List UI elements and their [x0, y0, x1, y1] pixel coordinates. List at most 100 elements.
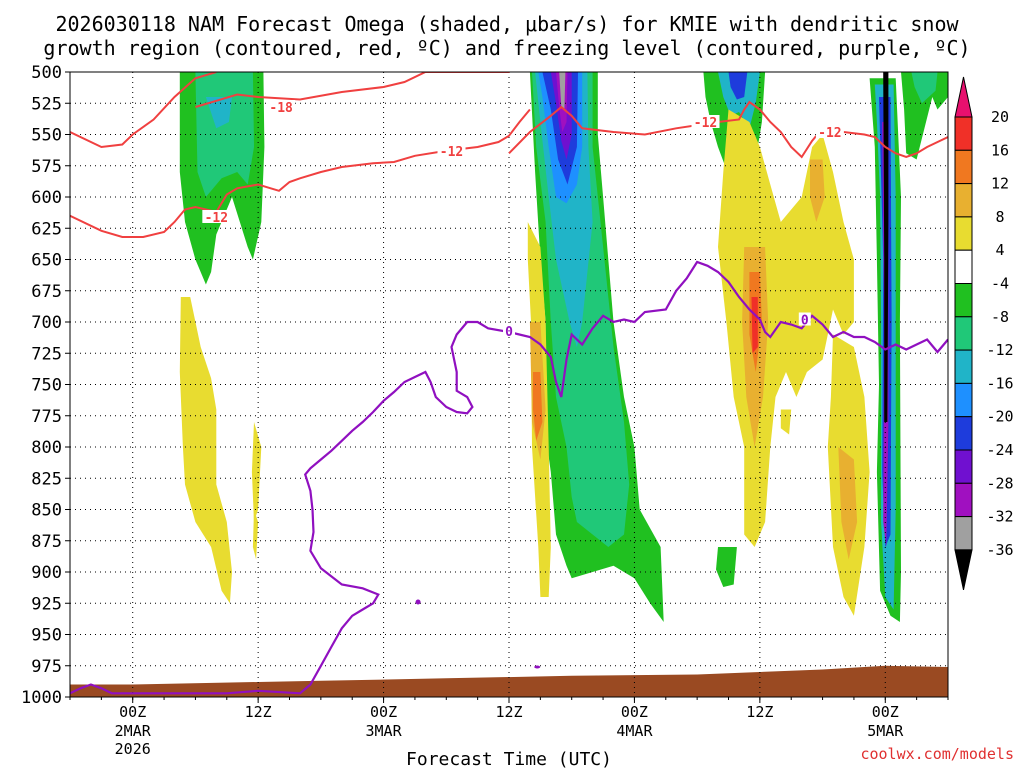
colorbar-segment-3 — [954, 183, 973, 218]
contour-label-bg-5 — [503, 323, 515, 337]
y-tick-label-1: 525 — [31, 94, 62, 114]
omega-region-22 — [179, 297, 232, 604]
dgz-contour-upper — [195, 72, 511, 108]
contour-label-4: -12 — [818, 126, 841, 141]
y-axis: 500 525 550 575 600 625 650 675 700 725 750 775 800 8… — [21, 63, 70, 708]
colorbar-label-0: 20 — [991, 108, 1009, 126]
omega-region-24 — [252, 509, 259, 560]
contour-label-bg-0 — [267, 100, 296, 113]
y-tick-label-7: 675 — [31, 282, 62, 302]
x-tick-label-6: 00Z — [872, 703, 899, 721]
colorbar-segment-11 — [954, 449, 973, 484]
contour-label-bg-3 — [691, 115, 720, 128]
y-tick-label-4: 600 — [31, 188, 62, 208]
y-tick-label-20: 1000 — [21, 688, 62, 708]
x-tick-label-3: 12Z — [495, 703, 522, 721]
y-tick-label-17: 925 — [31, 594, 62, 614]
y-tick-label-0: 500 — [31, 63, 62, 83]
colorbar-under-triangle — [954, 549, 973, 591]
colorbar-label-10: -24 — [986, 441, 1013, 459]
y-tick-label-11: 775 — [31, 407, 62, 427]
colorbar-segment-13 — [954, 516, 973, 551]
dgz-contour-top — [70, 72, 217, 149]
omega-region-27 — [533, 372, 543, 441]
colorbar-label-1: 16 — [991, 141, 1009, 159]
contour-label-1: -12 — [440, 145, 463, 160]
omega-shading — [179, 72, 948, 623]
contour-label-bg-4 — [815, 125, 844, 138]
contour-label-3: -12 — [694, 116, 717, 131]
contour-label-bg-6 — [798, 312, 811, 326]
colorbar-segment-10 — [954, 416, 973, 451]
colorbar-segment-4 — [954, 216, 973, 251]
freezing-dot-2 — [534, 665, 541, 669]
colorbar-segment-1 — [954, 116, 973, 151]
grid — [70, 72, 948, 697]
y-tick-label-10: 750 — [31, 376, 62, 396]
colorbar-segment-12 — [954, 482, 973, 518]
colorbar-label-11: -28 — [986, 474, 1013, 492]
x-tick-date-4: 4MAR — [616, 722, 653, 740]
colorbar-label-6: -8 — [991, 308, 1009, 326]
y-tick-label-18: 950 — [31, 626, 62, 646]
colorbar-segment-7 — [954, 316, 973, 351]
colorbar-label-12: -32 — [986, 508, 1013, 526]
omega-region-31 — [751, 297, 758, 354]
contour-label-bg-1 — [437, 143, 466, 157]
y-tick-label-3: 575 — [31, 157, 62, 177]
y-tick-label-6: 650 — [31, 251, 62, 271]
colorbar-segment-9 — [954, 382, 973, 418]
x-tick-label-5: 12Z — [746, 703, 773, 721]
omega-region-10 — [559, 72, 566, 110]
omega-region-34 — [810, 159, 825, 222]
omega-region-13 — [718, 72, 760, 129]
freezing-level-contour — [70, 260, 948, 695]
y-tick-label-13: 825 — [31, 469, 62, 489]
colorbar-segment-6 — [954, 283, 973, 318]
colorbar-label-5: -4 — [991, 275, 1009, 293]
omega-region-2 — [205, 97, 232, 129]
x-tick-label-0: 00Z — [119, 703, 146, 721]
omega-region-15 — [901, 72, 948, 160]
contour-label-6: 0 — [801, 314, 809, 329]
colorbar: 20 16 12 8 4 -4 -8 -12 -16 -20 -24 -28 -32 -36 — [954, 76, 1014, 591]
credit-text: coolwx.com/models — [860, 745, 1014, 763]
dgz-contour-lower — [70, 108, 531, 238]
omega-region-21 — [883, 72, 889, 422]
colorbar-segment-8 — [954, 349, 973, 384]
omega-region-23 — [251, 422, 262, 522]
contour-labels: -18 -12 -12 -12 -12 0 0 — [202, 100, 844, 340]
y-tick-label-19: 975 — [31, 657, 62, 677]
dgz-contour-upper-b — [508, 100, 948, 159]
y-tick-label-15: 875 — [31, 532, 62, 552]
y-tick-label-12: 800 — [31, 438, 62, 458]
colorbar-label-7: -12 — [986, 341, 1013, 359]
y-tick-label-14: 850 — [31, 501, 62, 521]
x-tick-year-0: 2026 — [115, 740, 151, 758]
y-tick-label-5: 625 — [31, 219, 62, 239]
colorbar-label-13: -36 — [986, 541, 1013, 559]
chart-title-line1: 2026030118 NAM Forecast Omega (shaded, μ… — [55, 12, 959, 36]
x-tick-date-0: 2MAR — [115, 722, 152, 740]
contour-label-2: -12 — [205, 211, 228, 226]
y-tick-label-2: 550 — [31, 126, 62, 146]
colorbar-label-4: 4 — [995, 241, 1004, 259]
colorbar-segment-5 — [954, 249, 973, 284]
x-tick-label-2: 00Z — [370, 703, 397, 721]
x-tick-label-1: 12Z — [245, 703, 272, 721]
x-tick-date-6: 5MAR — [867, 722, 904, 740]
colorbar-label-2: 12 — [991, 175, 1009, 193]
y-tick-label-9: 725 — [31, 344, 62, 364]
omega-region-14 — [728, 72, 748, 100]
contour-label-0: -18 — [269, 101, 293, 116]
x-tick-date-2: 3MAR — [366, 722, 403, 740]
freezing-dot-1 — [415, 599, 421, 605]
contour-label-5: 0 — [505, 325, 513, 340]
y-tick-label-16: 900 — [31, 563, 62, 583]
colorbar-segment-2 — [954, 149, 973, 185]
contour-label-bg-2 — [202, 210, 231, 223]
x-axis-title: Forecast Time (UTC) — [406, 749, 612, 768]
terrain-fill — [70, 665, 948, 697]
omega-region-28 — [718, 109, 854, 547]
